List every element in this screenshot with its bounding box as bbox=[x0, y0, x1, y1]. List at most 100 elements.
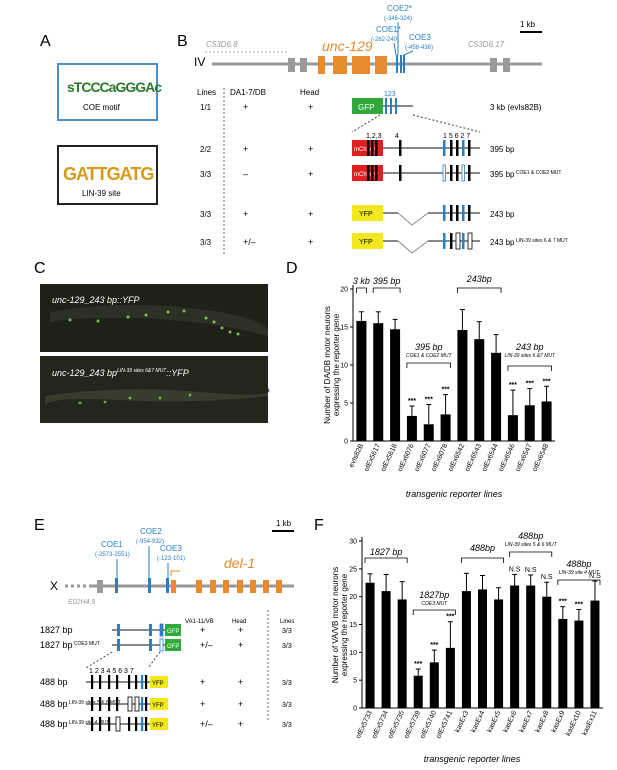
coe-site-mark bbox=[117, 639, 120, 651]
neuron-dot bbox=[128, 396, 132, 400]
bar bbox=[478, 589, 487, 708]
significance-label: *** bbox=[408, 398, 416, 405]
group-sublabel: LIN-39 sites 6 &7 MUT bbox=[504, 353, 556, 359]
e-row-va: +/– bbox=[200, 640, 213, 650]
bar bbox=[474, 339, 485, 441]
significance-label: *** bbox=[430, 642, 438, 649]
e-row-lines: 3/3 bbox=[282, 680, 292, 687]
x-tick-label: otEx6544 bbox=[481, 443, 500, 473]
x-tick-label: otEx6076 bbox=[397, 443, 416, 473]
neuron-dot bbox=[188, 393, 192, 397]
gfp-box-label: GFP bbox=[167, 644, 179, 650]
b-row-lines: 3/3 bbox=[200, 170, 212, 179]
yfp-box bbox=[150, 718, 168, 730]
b-site-mark bbox=[367, 165, 370, 181]
coe-site-mark bbox=[117, 624, 120, 636]
significance-label: *** bbox=[526, 381, 534, 388]
lin39-sequence: GATTGATG bbox=[63, 164, 153, 184]
bar bbox=[590, 600, 600, 708]
neuron-dot bbox=[67, 317, 73, 323]
b-row-head: + bbox=[308, 144, 313, 154]
neuron-dot bbox=[103, 400, 107, 404]
mcherry-box-label: mCherry bbox=[354, 147, 377, 153]
b-row-lines: 2/2 bbox=[200, 145, 212, 154]
lin39-site-mark bbox=[141, 675, 144, 689]
b-site-mark bbox=[450, 140, 453, 156]
significance-label: *** bbox=[425, 397, 433, 404]
x-tick-label: otEx6078 bbox=[431, 443, 450, 473]
e-construct-label: 1827 bp COE3 MUT bbox=[40, 640, 100, 650]
x-tick-label: kasEx3 bbox=[454, 710, 470, 734]
b-site-mark bbox=[443, 140, 446, 156]
head-header: Head bbox=[300, 88, 319, 97]
b-row-da: + bbox=[243, 209, 248, 219]
lin39-site-mark bbox=[99, 697, 102, 711]
b-construct-label: 243 bp bbox=[490, 210, 515, 219]
b-site-mark bbox=[455, 232, 461, 250]
b-site-mark bbox=[468, 165, 471, 181]
y-tick-label: 30 bbox=[349, 539, 357, 546]
zoom-guide bbox=[147, 651, 161, 669]
y-tick-label: 15 bbox=[349, 622, 357, 629]
lin39-site-mark bbox=[141, 697, 144, 711]
coe2-position: (-346-324) bbox=[384, 16, 412, 22]
group-bracket bbox=[406, 362, 451, 368]
group-label: 395 bp bbox=[415, 342, 443, 352]
b-site-mark bbox=[467, 232, 473, 250]
bar bbox=[542, 596, 552, 708]
neuron-dot bbox=[125, 314, 131, 320]
bar bbox=[457, 330, 468, 441]
x-tick-label: kasEx6 bbox=[502, 710, 518, 734]
panel-label-e: E bbox=[34, 517, 45, 534]
y-tick-label: 15 bbox=[340, 325, 348, 332]
e-site-numbers: 1 2 3 4 5 6 3 7 bbox=[89, 668, 134, 675]
gene-c53d6-8-label: C53D6.8 bbox=[206, 40, 238, 49]
b-site-mark bbox=[375, 165, 378, 181]
group-bracket bbox=[364, 557, 408, 563]
coe-site-mark bbox=[149, 639, 152, 651]
x-tick-label: otEx5741 bbox=[435, 710, 454, 740]
neuron-dot bbox=[95, 318, 101, 324]
b-site-mark bbox=[450, 205, 453, 221]
lin39-site-mark bbox=[128, 675, 131, 689]
chromosome-x-label: X bbox=[50, 579, 58, 593]
group-sublabel: COE1 & COE2 MUT bbox=[406, 353, 453, 359]
panel-e-gene-diagram: X E02H4.9 del-1 COE1 (-2573-2551) COE2 (… bbox=[40, 519, 294, 732]
neuron-dot bbox=[165, 309, 171, 315]
e-row-lines: 3/3 bbox=[282, 643, 292, 650]
b-site-mark bbox=[399, 165, 402, 181]
bar bbox=[491, 352, 502, 441]
lin39-site-mark bbox=[116, 697, 119, 711]
lin39-site-mark bbox=[145, 675, 148, 689]
significance-label: N.S bbox=[509, 566, 521, 573]
group-label: 488bp bbox=[566, 559, 591, 569]
b-construct-label: 395 bp COE1 & COE2 MUT bbox=[490, 170, 561, 179]
x-tick-label: kasEx4 bbox=[470, 710, 486, 734]
y-axis-label: Number of DA/DB motor neuronsexpressing … bbox=[323, 306, 341, 424]
micrograph-top-label: unc-129_243 bp::YFP bbox=[52, 295, 140, 305]
b-row-head: + bbox=[308, 237, 313, 247]
scale-bar-label: 1 kb bbox=[520, 20, 536, 29]
x-tick-label: otEx6546 bbox=[498, 443, 517, 473]
x-tick-label: otEx5617 bbox=[363, 443, 382, 473]
e-row-lines: 3/3 bbox=[282, 722, 292, 729]
bar bbox=[397, 599, 407, 708]
bar bbox=[381, 591, 391, 708]
group-bracket bbox=[557, 579, 601, 585]
b-row-da: – bbox=[243, 169, 248, 179]
coe-motif-logo: sTCCCaGGGAc COE motif bbox=[57, 63, 163, 121]
y-tick-label: 20 bbox=[340, 287, 348, 294]
panel-f-bar-chart: 051015202530otEx5733otEx5734otEx5735***o… bbox=[331, 531, 603, 764]
x-axis-label: transgenic reporter lines bbox=[424, 754, 521, 764]
e-row-lines: 3/3 bbox=[282, 628, 292, 635]
x-tick-label: kasEx11 bbox=[581, 710, 599, 737]
e-row-va: + bbox=[200, 699, 205, 709]
neuron-dot bbox=[143, 312, 149, 318]
group-sublabel: LIN-39 sites 5 & 6 MUT bbox=[505, 542, 558, 548]
b-site-mark bbox=[367, 140, 370, 156]
bar bbox=[373, 323, 384, 441]
b-site-mark bbox=[450, 165, 453, 181]
neuron-dot bbox=[158, 396, 162, 400]
bar bbox=[365, 582, 375, 708]
bar bbox=[440, 414, 451, 441]
